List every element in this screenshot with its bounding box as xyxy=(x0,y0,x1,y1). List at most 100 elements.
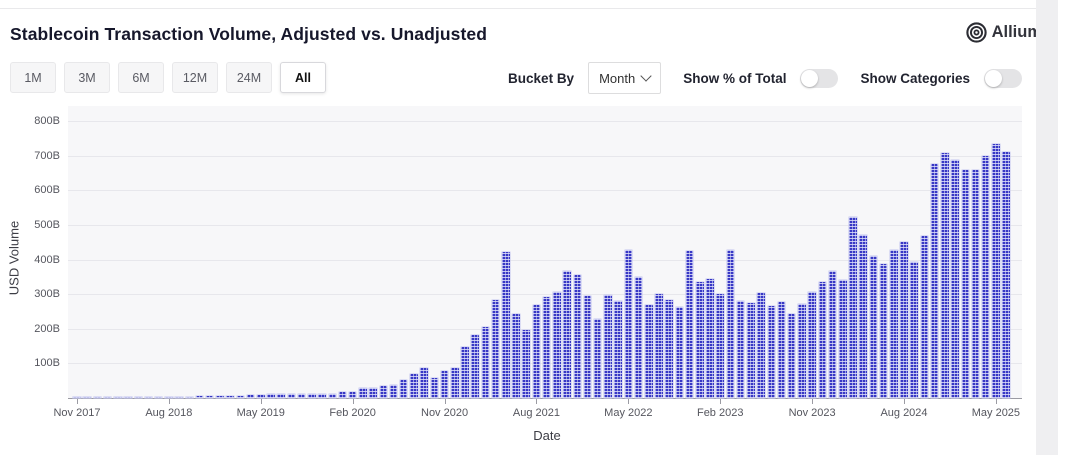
bar xyxy=(542,297,551,398)
time-range-button-group: 1M 3M 6M 12M 24M All xyxy=(10,62,326,93)
bar xyxy=(828,271,837,398)
gridline xyxy=(68,259,1022,261)
x-tick-label: Aug 2018 xyxy=(145,407,193,419)
bar xyxy=(216,396,224,398)
bar xyxy=(134,396,142,398)
bar xyxy=(532,305,541,398)
x-tick-label: Nov 2023 xyxy=(788,407,836,419)
bar xyxy=(941,153,949,398)
bar xyxy=(859,235,867,398)
range-button-3m[interactable]: 3M xyxy=(64,62,110,93)
x-tick-mark xyxy=(536,399,538,404)
gridline xyxy=(68,225,1022,226)
bar xyxy=(767,306,776,398)
allium-concentric-circles-icon xyxy=(965,21,988,44)
bar xyxy=(747,302,755,398)
bar xyxy=(604,295,612,398)
bar xyxy=(777,302,786,398)
bar xyxy=(246,395,255,398)
show-categories-toggle[interactable] xyxy=(984,68,1022,88)
bar xyxy=(154,396,163,398)
y-tick-label: 200B xyxy=(34,322,60,335)
show-pct-label: Show % of Total xyxy=(683,70,787,86)
bar xyxy=(226,395,234,398)
bar xyxy=(716,293,724,398)
range-button-12m[interactable]: 12M xyxy=(172,62,218,93)
range-button-24m[interactable]: 24M xyxy=(226,62,272,93)
bar xyxy=(971,170,980,398)
bar xyxy=(348,392,357,398)
bar xyxy=(124,396,132,398)
bar xyxy=(675,306,684,398)
bar xyxy=(634,277,643,398)
toggle-knob xyxy=(801,69,819,87)
bar xyxy=(267,393,275,398)
bar xyxy=(839,280,847,398)
y-tick-label: 100B xyxy=(34,357,60,370)
bar xyxy=(144,396,153,398)
bucket-by-label: Bucket By xyxy=(508,70,575,86)
x-tick-mark xyxy=(260,399,262,404)
bar xyxy=(1002,152,1010,398)
bar xyxy=(236,395,245,398)
page-title: Stablecoin Transaction Volume, Adjusted … xyxy=(10,24,488,44)
bar xyxy=(369,388,377,398)
bar xyxy=(338,391,347,398)
x-axis-line xyxy=(68,398,1022,399)
bar xyxy=(308,393,316,398)
bar xyxy=(920,236,929,398)
range-button-1m[interactable]: 1M xyxy=(10,62,56,93)
bar xyxy=(195,396,204,398)
y-tick-label: 800B xyxy=(34,115,60,128)
bar xyxy=(696,282,704,398)
allium-logo-text: Allium xyxy=(991,23,1042,41)
x-tick-mark xyxy=(995,399,997,404)
x-tick-label: Aug 2021 xyxy=(512,407,560,419)
gridline xyxy=(68,294,1022,296)
bar xyxy=(930,164,939,398)
y-tick-label: 600B xyxy=(34,184,60,197)
bar xyxy=(951,160,959,398)
bar xyxy=(471,335,479,398)
bar-chart: USD Volume Date 100B 200B 300B 400B 500B 600B… xyxy=(0,100,1040,455)
bar xyxy=(491,300,500,398)
bar xyxy=(73,396,81,398)
bar xyxy=(205,396,214,398)
x-tick-mark xyxy=(904,399,905,404)
show-pct-toggle[interactable] xyxy=(800,68,839,88)
x-tick-label: May 2019 xyxy=(236,407,285,419)
bar xyxy=(83,396,91,398)
x-tick-label: May 2025 xyxy=(971,407,1021,419)
bar xyxy=(624,249,633,398)
bar xyxy=(706,278,714,398)
bar xyxy=(420,367,428,398)
toggle-knob xyxy=(985,69,1002,87)
x-tick-label: Aug 2024 xyxy=(880,407,928,419)
bucket-by-dropdown[interactable]: Month xyxy=(588,62,662,94)
range-button-all[interactable]: All xyxy=(280,62,326,93)
bar xyxy=(512,314,520,398)
x-tick-label: Nov 2017 xyxy=(53,407,101,419)
bar xyxy=(389,384,398,398)
bar xyxy=(114,396,122,398)
bar xyxy=(879,263,888,398)
chart-card: Stablecoin Transaction Volume, Adjusted … xyxy=(0,0,1058,455)
gridline xyxy=(68,121,1022,123)
bar xyxy=(297,393,306,398)
bar xyxy=(553,291,561,398)
bar xyxy=(726,249,735,398)
range-button-6m[interactable]: 6M xyxy=(118,62,164,93)
x-tick-mark xyxy=(628,399,630,404)
bar xyxy=(798,304,806,398)
bar xyxy=(430,377,439,398)
bar xyxy=(563,270,571,398)
bar xyxy=(165,396,173,398)
bar xyxy=(277,393,285,398)
bar xyxy=(175,396,183,398)
bar xyxy=(583,296,592,398)
chevron-down-icon xyxy=(640,70,652,82)
x-tick-label: Nov 2020 xyxy=(421,407,469,419)
bar xyxy=(665,300,673,398)
x-tick-mark xyxy=(77,399,78,404)
bar xyxy=(890,250,898,398)
